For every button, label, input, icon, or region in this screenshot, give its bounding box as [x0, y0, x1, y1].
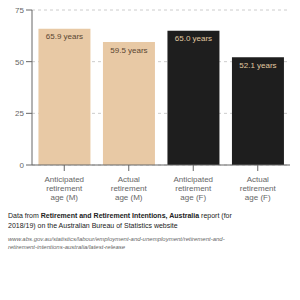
html-text:Data from Retirement and Retir: Data from Retirement and Retirement Inte… [8, 212, 232, 219]
svg-text:65.0 years: 65.0 years [175, 34, 212, 43]
svg-text:59.5 years: 59.5 years [110, 46, 147, 55]
svg-text:25: 25 [15, 109, 24, 118]
svg-text:75: 75 [15, 6, 24, 15]
svg-text:Anticipatedretirementage (M): Anticipatedretirementage (M) [44, 175, 84, 202]
svg-text:Actualretirementage (M): Actualretirementage (M) [111, 175, 148, 202]
svg-text:Anticipatedretirementage (F): Anticipatedretirementage (F) [173, 175, 213, 202]
svg-text:52.1 years: 52.1 years [239, 61, 276, 70]
svg-text:0: 0 [20, 161, 25, 170]
html-text:2018/19) on the Australian Bur: 2018/19) on the Australian Bureau of Sta… [8, 222, 178, 229]
svg-text:50: 50 [15, 58, 24, 67]
svg-text:Actualretirementage (F): Actualretirementage (F) [240, 175, 277, 202]
html-text:www.abs.gov.au/statistics/labo: www.abs.gov.au/statistics/labour/employm… [8, 236, 225, 250]
svg-text:65.9 years: 65.9 years [46, 32, 83, 41]
